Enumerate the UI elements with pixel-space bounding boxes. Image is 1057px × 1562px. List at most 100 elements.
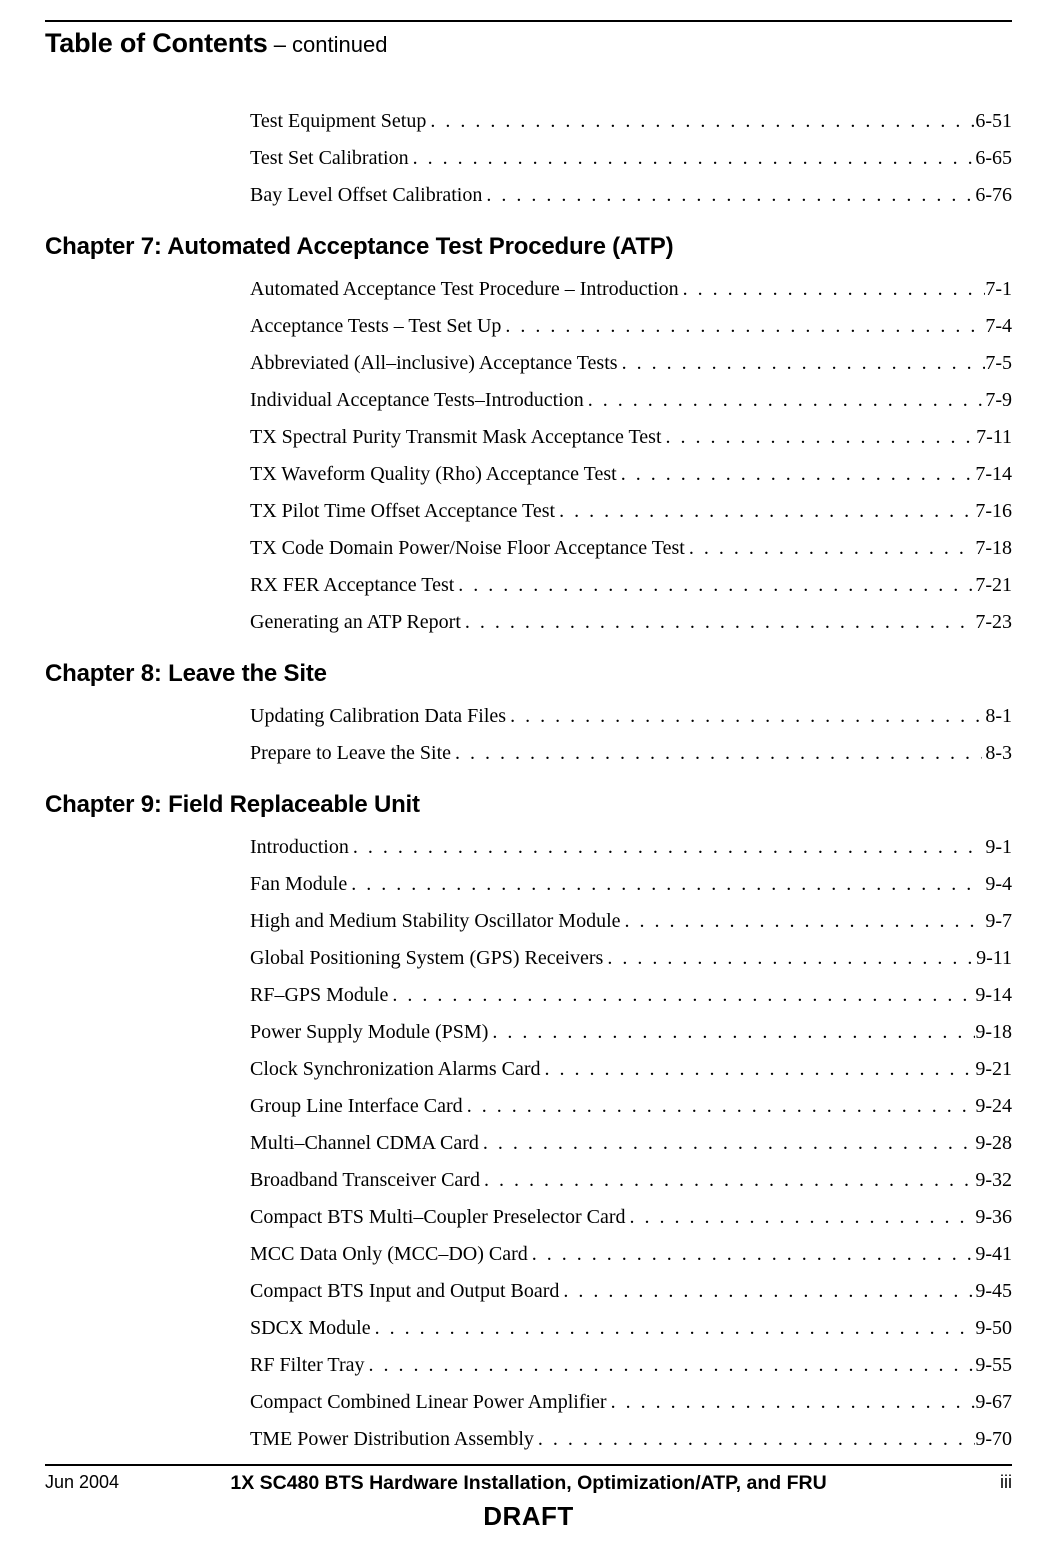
toc-leader — [351, 872, 976, 896]
toc-entry-page: 6-76 — [975, 183, 1012, 207]
toc-leader — [689, 536, 976, 560]
toc-entry-page: 9-21 — [975, 1057, 1012, 1081]
footer-doc-title: 1X SC480 BTS Hardware Installation, Opti… — [185, 1472, 872, 1495]
toc-entry-label: Generating an ATP Report — [250, 610, 461, 634]
toc-entry-page: 9-1 — [976, 835, 1012, 859]
toc-entry-page: 9-4 — [976, 872, 1012, 896]
toc-entry-label: Acceptance Tests – Test Set Up — [250, 314, 501, 338]
toc-entry-label: High and Medium Stability Oscillator Mod… — [250, 909, 621, 933]
toc-leader — [458, 573, 975, 597]
toc-entry-page: 9-24 — [975, 1094, 1012, 1118]
toc-leader — [563, 1279, 975, 1303]
toc-entry: High and Medium Stability Oscillator Mod… — [45, 909, 1012, 933]
toc-entry: TME Power Distribution Assembly9-70 — [45, 1427, 1012, 1451]
toc-leader — [510, 704, 985, 728]
toc-leader — [467, 1094, 976, 1118]
toc-entry-page: 8-3 — [982, 741, 1012, 765]
toc-entry: Introduction 9-1 — [45, 835, 1012, 859]
toc-entry: Individual Acceptance Tests–Introduction… — [45, 388, 1012, 412]
toc-entry: RF Filter Tray9-55 — [45, 1353, 1012, 1377]
toc-entry-page: 7-11 — [976, 425, 1012, 449]
toc-entry-label: TX Waveform Quality (Rho) Acceptance Tes… — [250, 462, 617, 486]
toc-leader — [368, 1353, 975, 1377]
toc-entry-page: 7-21 — [975, 573, 1012, 597]
toc-leader — [484, 1168, 975, 1192]
toc-entry-label: SDCX Module — [250, 1316, 371, 1340]
toc-entry: Test Equipment Setup 6-51 — [45, 109, 1012, 133]
toc-entry: Global Positioning System (GPS) Receiver… — [45, 946, 1012, 970]
toc-leader — [545, 1057, 976, 1081]
toc-content: Test Equipment Setup 6-51 Test Set Calibra… — [45, 109, 1012, 1451]
toc-entry: Clock Synchronization Alarms Card 9-21 — [45, 1057, 1012, 1081]
chapter-title: Chapter 7: Automated Acceptance Test Pro… — [45, 233, 1012, 261]
toc-entry-label: Automated Acceptance Test Procedure – In… — [250, 277, 679, 301]
toc-entry: Multi–Channel CDMA Card9-28 — [45, 1131, 1012, 1155]
toc-entry-label: Power Supply Module (PSM) — [250, 1020, 488, 1044]
toc-entry: MCC Data Only (MCC–DO) Card 9-41 — [45, 1242, 1012, 1266]
toc-entry: Prepare to Leave the Site 8-3 — [45, 741, 1012, 765]
footer-date: Jun 2004 — [45, 1472, 185, 1493]
toc-entry: Broadband Transceiver Card 9-32 — [45, 1168, 1012, 1192]
toc-entry-label: Broadband Transceiver Card — [250, 1168, 480, 1192]
toc-leader — [492, 1020, 975, 1044]
toc-entry: Compact Combined Linear Power Amplifier 9… — [45, 1390, 1012, 1414]
toc-entry: TX Pilot Time Offset Acceptance Test7-16 — [45, 499, 1012, 523]
toc-entry-label: Introduction — [250, 835, 349, 859]
toc-entry-label: Bay Level Offset Calibration — [250, 183, 482, 207]
toc-leader — [375, 1316, 976, 1340]
toc-entry-page: 9-67 — [975, 1390, 1012, 1414]
footer-page-number: iii — [872, 1472, 1012, 1493]
toc-leader — [622, 351, 986, 375]
toc-entry-label: Compact BTS Input and Output Board — [250, 1279, 559, 1303]
toc-entry-page: 9-32 — [975, 1168, 1012, 1192]
toc-entry-label: Test Set Calibration — [250, 146, 409, 170]
toc-leader — [538, 1427, 975, 1451]
toc-entry-label: Compact Combined Linear Power Amplifier — [250, 1390, 607, 1414]
toc-entry-page: 7-5 — [985, 351, 1012, 375]
toc-entry-label: Updating Calibration Data Files — [250, 704, 506, 728]
toc-entry-label: Test Equipment Setup — [250, 109, 426, 133]
toc-entry-label: TME Power Distribution Assembly — [250, 1427, 534, 1451]
toc-leader — [588, 388, 986, 412]
toc-leader — [683, 277, 986, 301]
toc-leader — [455, 741, 982, 765]
toc-entry-page: 9-14 — [975, 983, 1012, 1007]
toc-entry-label: TX Spectral Purity Transmit Mask Accepta… — [250, 425, 662, 449]
toc-entry-label: Individual Acceptance Tests–Introduction — [250, 388, 584, 412]
toc-leader — [607, 946, 976, 970]
toc-entry: Abbreviated (All–inclusive) Acceptance T… — [45, 351, 1012, 375]
toc-entry-label: Clock Synchronization Alarms Card — [250, 1057, 541, 1081]
toc-entry-label: Compact BTS Multi–Coupler Preselector Ca… — [250, 1205, 626, 1229]
toc-entry: SDCX Module9-50 — [45, 1316, 1012, 1340]
page-header: Table of Contents – continued — [45, 28, 1012, 59]
toc-entry-page: 7-9 — [985, 388, 1012, 412]
toc-entry-label: Multi–Channel CDMA Card — [250, 1131, 479, 1155]
toc-entry-page: 9-18 — [975, 1020, 1012, 1044]
toc-entry: Bay Level Offset Calibration 6-76 — [45, 183, 1012, 207]
toc-entry-page: 7-1 — [985, 277, 1012, 301]
toc-entry-page: 6-51 — [975, 109, 1012, 133]
toc-entry-label: MCC Data Only (MCC–DO) Card — [250, 1242, 528, 1266]
footer-center: 1X SC480 BTS Hardware Installation, Opti… — [185, 1472, 872, 1532]
toc-leader — [430, 109, 975, 133]
toc-entry-page: 8-1 — [985, 704, 1012, 728]
toc-leader — [505, 314, 984, 338]
toc-leader — [559, 499, 975, 523]
toc-entry-page: 7-23 — [975, 610, 1012, 634]
toc-entry-page: 9-41 — [975, 1242, 1012, 1266]
toc-entry: Power Supply Module (PSM) 9-18 — [45, 1020, 1012, 1044]
toc-leader — [486, 183, 975, 207]
toc-leader — [353, 835, 976, 859]
toc-entry-label: RX FER Acceptance Test — [250, 573, 454, 597]
toc-entry-label: Fan Module — [250, 872, 347, 896]
toc-entry-label: Prepare to Leave the Site — [250, 741, 451, 765]
toc-leader — [413, 146, 976, 170]
toc-entry: Compact BTS Multi–Coupler Preselector Ca… — [45, 1205, 1012, 1229]
toc-entry-label: RF Filter Tray — [250, 1353, 364, 1377]
toc-leader — [666, 425, 977, 449]
toc-leader — [625, 909, 986, 933]
toc-leader — [483, 1131, 975, 1155]
toc-entry-page: 7-4 — [984, 314, 1012, 338]
chapter-title: Chapter 8: Leave the Site — [45, 660, 1012, 688]
toc-entry-label: Group Line Interface Card — [250, 1094, 463, 1118]
